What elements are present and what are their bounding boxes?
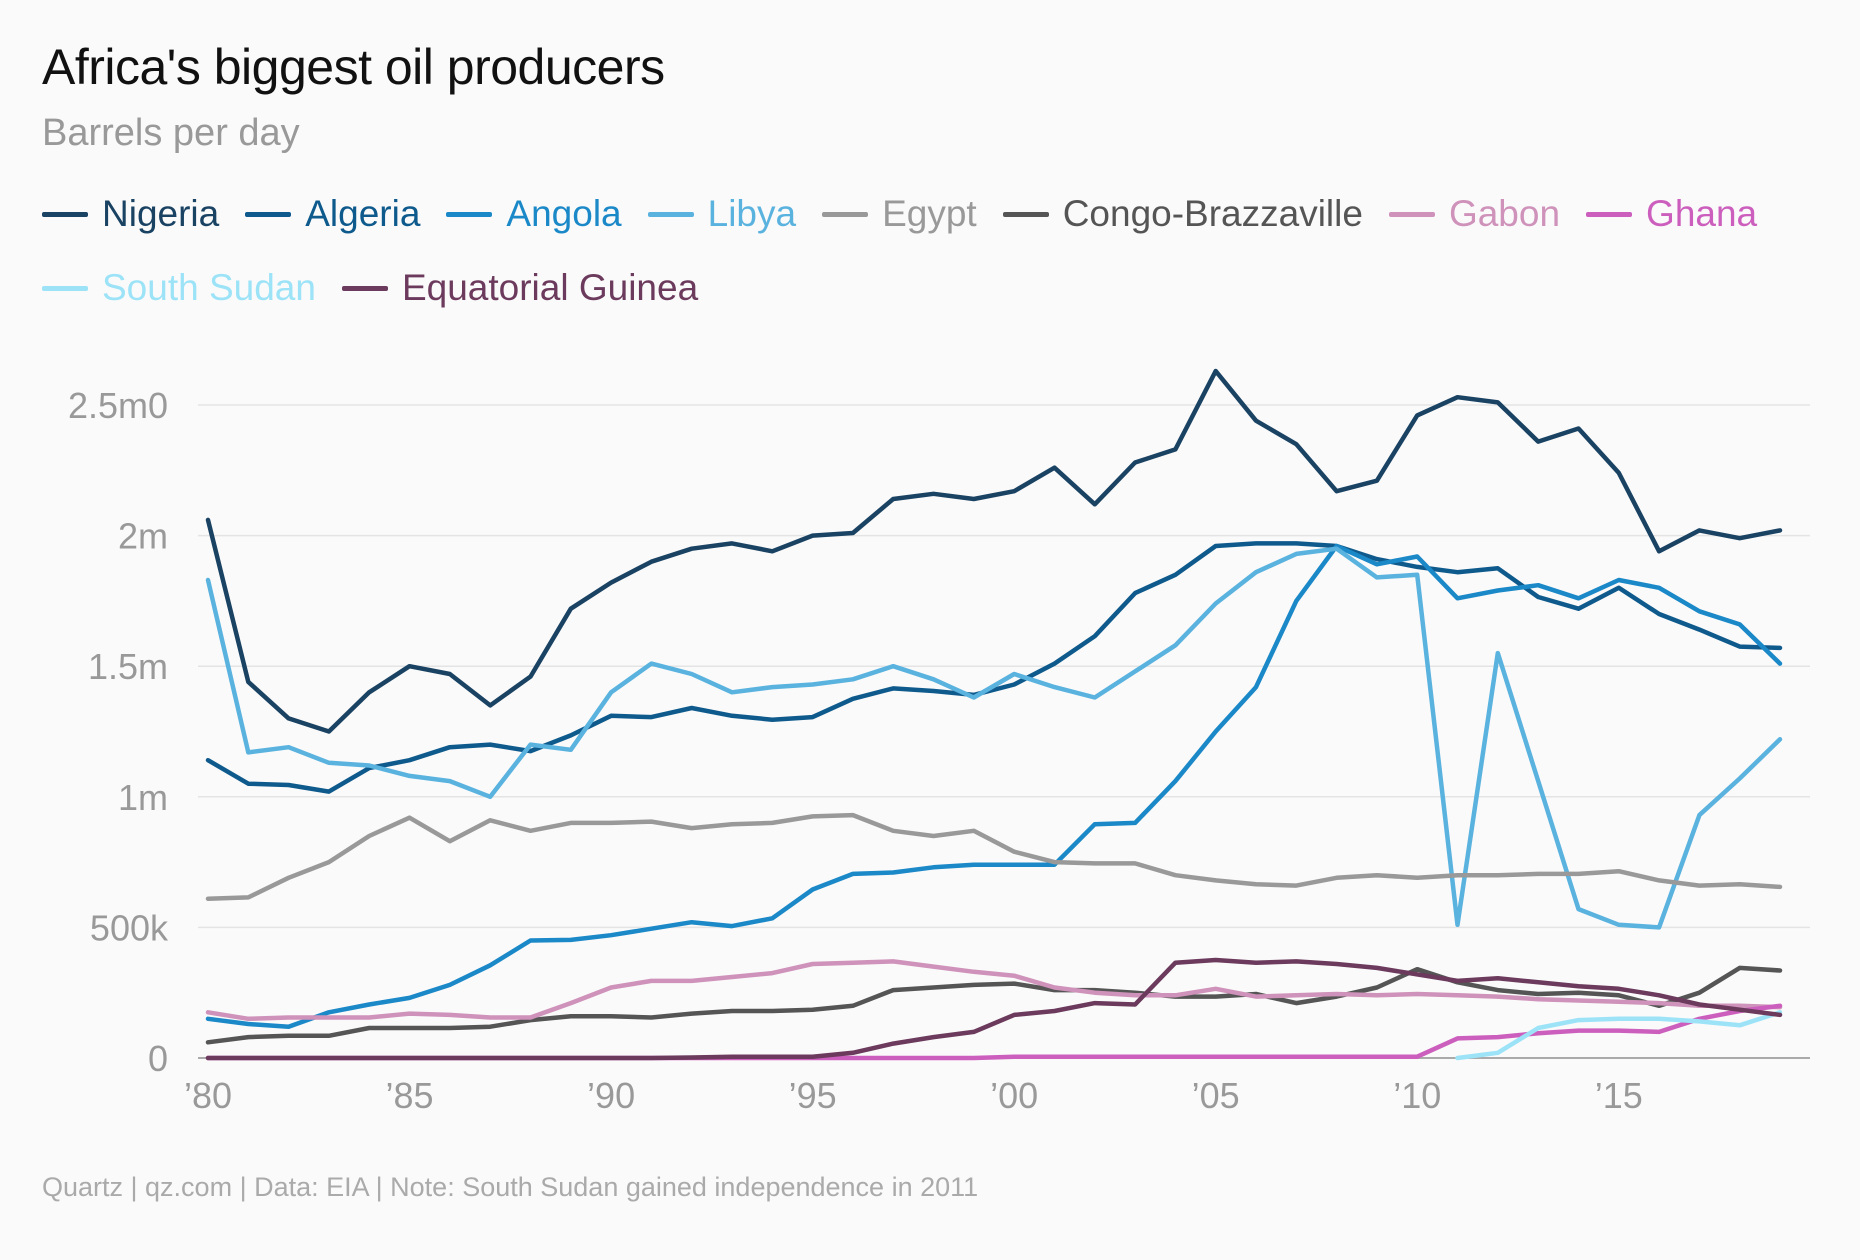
- legend-item-libya: Libya: [647, 190, 797, 238]
- y-tick-label: 500k: [90, 907, 169, 948]
- x-tick-label: ’05: [1192, 1075, 1240, 1116]
- legend-item-nigeria: Nigeria: [42, 190, 219, 238]
- legend-item-south-sudan: South Sudan: [42, 264, 316, 312]
- x-tick-label: ’95: [789, 1075, 837, 1116]
- series-line-equatorial-guinea: [205, 957, 1783, 1061]
- legend-label: Gabon: [1448, 193, 1561, 234]
- legend-swatch: [245, 211, 292, 217]
- legend-item-algeria: Algeria: [245, 190, 420, 238]
- x-tick-label: ’00: [990, 1075, 1038, 1116]
- chart-subtitle: Barrels per day: [42, 112, 300, 154]
- legend-swatch: [446, 211, 493, 217]
- legend-label: Congo-Brazzaville: [1062, 193, 1363, 234]
- y-tick-label: 2m: [118, 516, 168, 557]
- series-line-libya: [205, 546, 1783, 930]
- chart-legend: Nigeria Algeria Angola Libya Egypt Congo-Braz…: [42, 190, 1802, 312]
- legend-swatch: [42, 211, 88, 217]
- series-line-egypt: [205, 812, 1783, 901]
- legend-label: Algeria: [305, 193, 421, 234]
- legend-item-egypt: Egypt: [822, 190, 977, 238]
- legend-item-ghana: Ghana: [1586, 190, 1757, 238]
- x-tick-label: ’90: [587, 1075, 635, 1116]
- series-line-angola: [205, 543, 1783, 1029]
- x-tick-label: ’15: [1595, 1075, 1643, 1116]
- series-line-algeria: [205, 541, 1783, 794]
- x-tick-label: ’10: [1393, 1075, 1441, 1116]
- legend-label: Angola: [506, 193, 622, 234]
- legend-swatch: [822, 211, 869, 217]
- legend-swatch: [1002, 211, 1049, 217]
- y-axis: 0 500k 1m 1.5m 2m 2.5m0: [68, 385, 169, 1079]
- legend-label: Ghana: [1646, 193, 1758, 234]
- chart-title: Africa's biggest oil producers: [42, 39, 665, 95]
- legend-label: South Sudan: [102, 267, 316, 308]
- legend-swatch: [1388, 211, 1435, 217]
- x-axis: ’80 ’85 ’90 ’95 ’00 ’05 ’10 ’15: [184, 1075, 1643, 1116]
- legend-label: Libya: [707, 193, 797, 234]
- legend-item-angola: Angola: [446, 190, 622, 238]
- y-tick-label: 1m: [118, 777, 168, 818]
- legend-swatch: [647, 211, 694, 217]
- legend-label: Egypt: [882, 193, 977, 234]
- y-tick-label: 1.5m: [88, 646, 168, 687]
- x-tick-label: ’80: [184, 1075, 232, 1116]
- legend-swatch: [1586, 211, 1633, 217]
- grid-lines: [198, 404, 1810, 1059]
- y-tick-label: 2.5m0: [68, 385, 168, 426]
- series-line-south-sudan: [1455, 1010, 1783, 1061]
- legend-swatch: [42, 285, 88, 291]
- chart-footer: Quartz | qz.com | Data: EIA | Note: Sout…: [42, 1172, 979, 1202]
- legend-swatch: [341, 285, 388, 291]
- series-line-gabon: [205, 959, 1783, 1022]
- y-tick-label: 0: [148, 1038, 168, 1079]
- series-lines: [205, 368, 1783, 1061]
- legend-label: Equatorial Guinea: [401, 267, 699, 308]
- legend-label: Nigeria: [102, 193, 220, 234]
- legend-item-gabon: Gabon: [1388, 190, 1561, 238]
- legend-item-congo-brazzaville: Congo-Brazzaville: [1002, 190, 1363, 238]
- series-line-nigeria: [205, 368, 1783, 734]
- x-tick-label: ’85: [386, 1075, 434, 1116]
- legend-item-equatorial-guinea: Equatorial Guinea: [341, 264, 699, 312]
- series-line-congo-brazzaville: [205, 965, 1783, 1045]
